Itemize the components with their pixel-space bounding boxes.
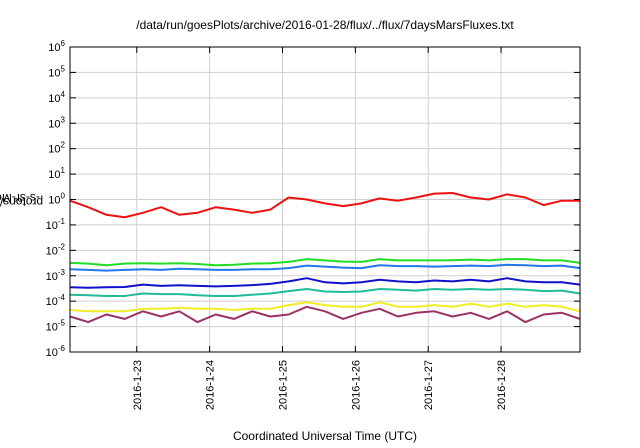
y-axis: 10-6 10-5 10-4 10-3 10-2 10-1 100 101 102 103 104 1… (46, 39, 580, 359)
series-line-4 (69, 277, 581, 289)
series-line-1 (69, 192, 580, 219)
x-axis: 2016-1-23 2016-1-24 2016-1-25 2016-1-26 2016… (132, 47, 508, 410)
series-line-2 (69, 258, 581, 267)
y-tick-label: 10-6 (46, 344, 66, 359)
x-tick-label: 2016-1-28 (496, 360, 508, 410)
series-line-3 (69, 263, 581, 272)
series-lines (69, 192, 581, 324)
y-tick-label: 10-3 (46, 268, 66, 283)
y-tick-label: 10-2 (46, 242, 66, 257)
y-tick-label: 103 (48, 115, 65, 130)
grid-lines (70, 47, 580, 352)
y-tick-label: 10-1 (46, 217, 66, 232)
series-line-7 (69, 305, 581, 324)
y-tick-label: 100 (48, 192, 65, 207)
y-tick-label: 106 (48, 39, 65, 54)
chart-title: /data/run/goesPlots/archive/2016-01-28/f… (136, 18, 514, 32)
x-tick-label: 2016-1-27 (423, 360, 435, 410)
x-axis-label: Coordinated Universal Time (UTC) (232, 429, 418, 443)
x-tick-label: 2016-1-25 (278, 360, 290, 410)
x-tick-label: 2016-1-26 (350, 360, 362, 410)
x-tick-label: 2016-1-23 (132, 360, 144, 410)
y-tick-label: 10-4 (46, 293, 66, 308)
y-tick-label: 105 (48, 64, 65, 79)
x-tick-label: 2016-1-24 (205, 360, 217, 410)
series-line-6 (69, 301, 581, 313)
y-tick-label: 102 (48, 141, 65, 156)
y-tick-label: 104 (48, 90, 65, 105)
y-tick-label: 10-5 (46, 319, 66, 334)
series-line-5 (69, 288, 581, 297)
y-tick-label: 101 (48, 166, 65, 181)
